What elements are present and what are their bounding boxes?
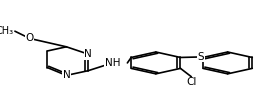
Text: O: O xyxy=(26,33,34,43)
Text: Cl: Cl xyxy=(186,77,196,87)
Text: N: N xyxy=(63,70,70,80)
Text: N: N xyxy=(84,49,92,59)
Text: CH₃: CH₃ xyxy=(0,26,14,36)
Text: NH: NH xyxy=(105,58,120,68)
Text: S: S xyxy=(198,52,204,62)
